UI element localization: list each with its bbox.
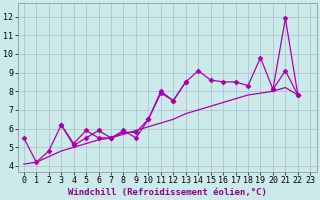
X-axis label: Windchill (Refroidissement éolien,°C): Windchill (Refroidissement éolien,°C) <box>68 188 267 197</box>
